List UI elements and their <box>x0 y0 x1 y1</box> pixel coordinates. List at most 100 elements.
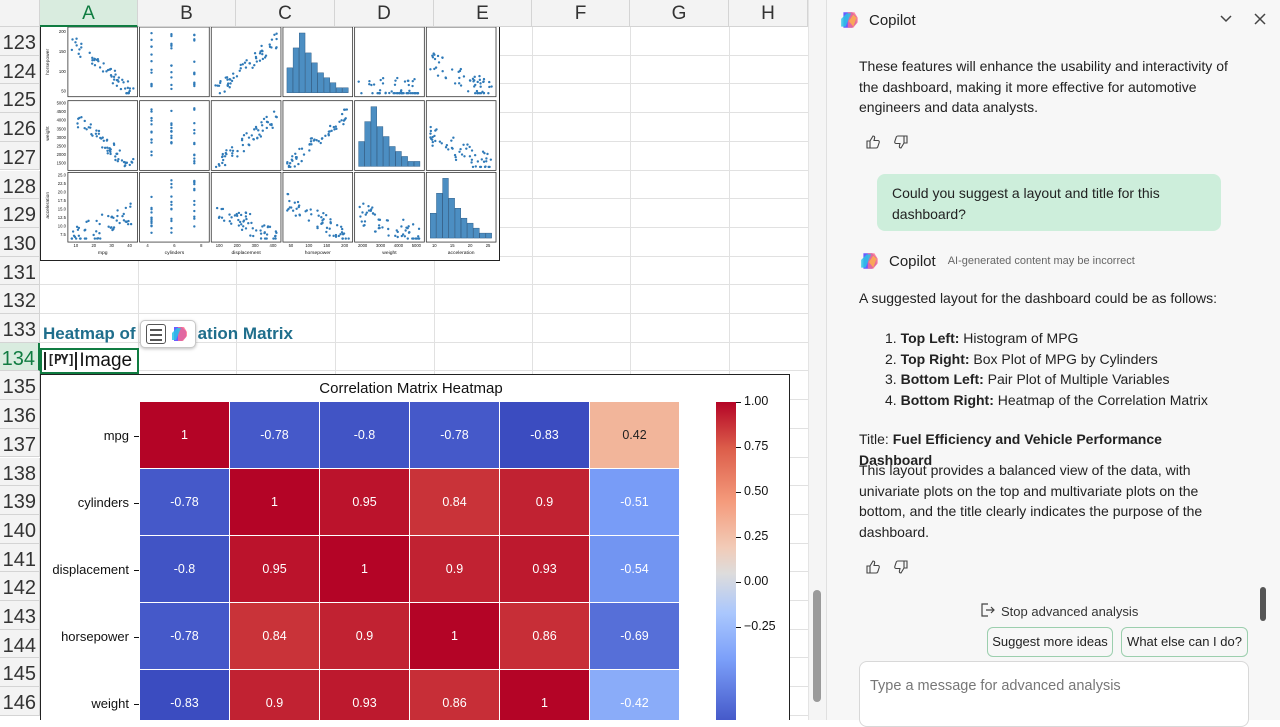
row-header-128[interactable]: 128 <box>0 170 40 200</box>
what-else-chip[interactable]: What else can I do? <box>1121 627 1248 657</box>
row-header-135[interactable]: 135 <box>0 371 40 401</box>
suggest-more-ideas-chip[interactable]: Suggest more ideas <box>987 627 1113 657</box>
scatter-point <box>170 200 173 204</box>
scatter-point <box>117 157 120 161</box>
heatmap-image[interactable]: Correlation Matrix Heatmap 1 -0.78 -0.8 -0.… <box>40 374 790 720</box>
scatter-point <box>433 57 437 61</box>
pair-plot-image[interactable]: horsepower 200 150 100 50 weight 5000 4500 4000 3… <box>40 27 500 261</box>
scatter-point <box>447 148 450 151</box>
scatter-point <box>332 234 335 238</box>
insert-data-icon[interactable] <box>146 324 166 344</box>
close-icon[interactable] <box>1253 12 1267 26</box>
row-header-137[interactable]: 137 <box>0 428 40 458</box>
scrollbar-thumb[interactable] <box>813 590 821 702</box>
scatter-point <box>77 234 81 237</box>
column-header-h[interactable]: H <box>729 0 808 27</box>
scatter-point <box>373 213 377 216</box>
histogram-bar <box>286 67 293 93</box>
feedback-row-2 <box>865 559 909 580</box>
row-header-138[interactable]: 138 <box>0 457 40 487</box>
row-header-140[interactable]: 140 <box>0 514 40 544</box>
copilot-title: Copilot <box>869 11 916 29</box>
row-header-145[interactable]: 145 <box>0 658 40 688</box>
row-header-125[interactable]: 125 <box>0 84 40 114</box>
thumbs-up-icon[interactable] <box>865 134 881 155</box>
scatter-point <box>275 37 278 41</box>
scatter-point <box>88 51 91 55</box>
column-header-d[interactable]: D <box>335 0 434 27</box>
row-header-139[interactable]: 139 <box>0 486 40 515</box>
scatter-point <box>266 225 270 228</box>
scatter-point <box>436 54 440 58</box>
scatter-point <box>387 227 390 231</box>
scatter-point <box>244 66 248 69</box>
pairplot-x-tick: 30 <box>109 243 114 248</box>
row-header-136[interactable]: 136 <box>0 400 40 429</box>
row-header-141[interactable]: 141 <box>0 543 40 573</box>
histogram-bar <box>448 198 455 239</box>
scatter-point <box>320 216 323 219</box>
row-header-126[interactable]: 126 <box>0 113 40 142</box>
copilot-icon[interactable] <box>170 324 190 344</box>
scatter-point <box>347 237 350 240</box>
pairplot-y-tick: 4500 <box>57 109 67 114</box>
scatter-point <box>122 81 125 84</box>
pairplot-y-tick: 1500 <box>57 160 67 165</box>
scatter-point <box>272 110 276 113</box>
pairplot-y-tick: 10.0 <box>58 224 67 229</box>
heatmap-cell: -0.42 <box>590 670 680 720</box>
histogram-bar <box>358 141 365 167</box>
column-header-g[interactable]: G <box>630 0 729 27</box>
scatter-point <box>118 149 121 152</box>
row-header-129[interactable]: 129 <box>0 199 40 228</box>
stop-analysis-button[interactable]: Stop advanced analysis <box>979 602 1138 621</box>
sheet-vertical-scrollbar[interactable] <box>808 0 826 720</box>
thumbs-up-icon[interactable] <box>865 559 881 580</box>
scatter-point <box>193 154 196 157</box>
scatter-point <box>83 126 86 130</box>
row-header-123[interactable]: 123 <box>0 27 40 56</box>
thumbs-down-icon[interactable] <box>893 134 909 155</box>
column-header-c[interactable]: C <box>236 0 335 27</box>
scatter-point <box>150 71 153 74</box>
scatter-point <box>470 158 474 161</box>
pairplot-x-tick: 8 <box>200 243 203 248</box>
copilot-scrollbar-thumb[interactable] <box>1260 587 1266 621</box>
row-header-127[interactable]: 127 <box>0 141 40 171</box>
column-header-a[interactable]: A <box>40 0 138 27</box>
scatter-point <box>170 186 173 189</box>
row-header-131[interactable]: 131 <box>0 256 40 286</box>
message-input[interactable]: Type a message for advanced analysis <box>859 661 1249 727</box>
list-item-label: Bottom Left: <box>900 371 984 387</box>
select-all-corner[interactable] <box>0 0 40 27</box>
column-header-b[interactable]: B <box>138 0 236 27</box>
scatter-point <box>294 214 297 217</box>
row-header-143[interactable]: 143 <box>0 601 40 630</box>
active-cell-a134[interactable]: [PY] Image <box>40 348 139 374</box>
scatter-point <box>75 44 78 47</box>
scatter-point <box>150 217 153 221</box>
row-header-144[interactable]: 144 <box>0 629 40 659</box>
row-header-130[interactable]: 130 <box>0 227 40 257</box>
column-header-e[interactable]: E <box>434 0 532 27</box>
row-header-146[interactable]: 146 <box>0 687 40 716</box>
scatter-point <box>330 129 333 133</box>
scatter-point <box>221 152 224 156</box>
row-header-133[interactable]: 133 <box>0 314 40 343</box>
row-header-134[interactable]: 134 <box>0 342 40 372</box>
scatter-point <box>288 206 292 209</box>
scatter-point <box>400 92 404 95</box>
row-header-132[interactable]: 132 <box>0 285 40 314</box>
pairplot-x-tick: 100 <box>216 243 224 248</box>
chevron-down-icon[interactable] <box>1219 12 1233 26</box>
scatter-point <box>255 229 258 232</box>
heatmap-cell: -0.8 <box>320 402 410 469</box>
thumbs-down-icon[interactable] <box>893 559 909 580</box>
row-header-124[interactable]: 124 <box>0 55 40 85</box>
scatter-point <box>113 69 117 72</box>
section-heading[interactable]: Heatmap of ation Matrix <box>43 324 293 344</box>
row-header-142[interactable]: 142 <box>0 572 40 601</box>
pairplot-x-label: weight <box>382 250 397 256</box>
column-header-f[interactable]: F <box>532 0 630 27</box>
